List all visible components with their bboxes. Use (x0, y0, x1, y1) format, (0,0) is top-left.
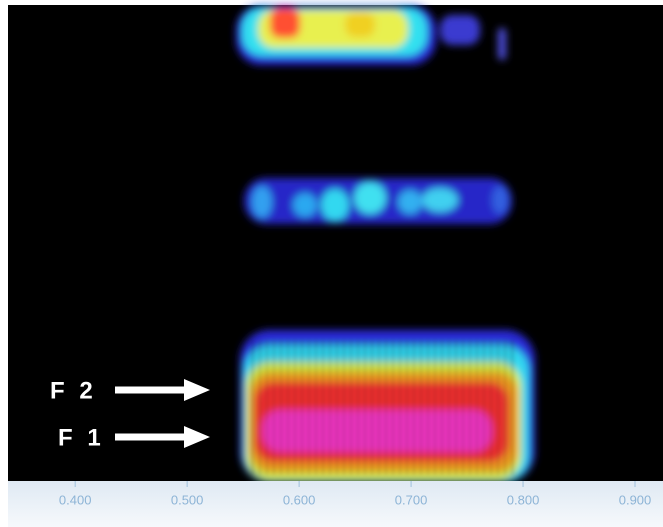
x-tick-label: 0.400 (59, 492, 92, 507)
x-tick-label: 0.900 (619, 492, 652, 507)
striation (357, 340, 359, 475)
striation (252, 340, 254, 475)
striation (462, 340, 464, 475)
striation (259, 340, 261, 475)
striation (308, 340, 310, 475)
striation (329, 340, 331, 475)
striation (301, 340, 303, 475)
striation (378, 340, 380, 475)
striation (504, 340, 506, 475)
striation (469, 340, 471, 475)
x-tick-label: 0.600 (283, 492, 316, 507)
striation (322, 340, 324, 475)
x-tick-label: 0.500 (171, 492, 204, 507)
x-tick-label: 0.800 (507, 492, 540, 507)
striation (490, 340, 492, 475)
striation (441, 340, 443, 475)
striation (294, 340, 296, 475)
striation (413, 340, 415, 475)
striation (371, 340, 373, 475)
striation (364, 340, 366, 475)
striation (427, 340, 429, 475)
striation (392, 340, 394, 475)
striation (287, 340, 289, 475)
striation (385, 340, 387, 475)
striation (420, 340, 422, 475)
striation (511, 340, 513, 475)
striation (266, 340, 268, 475)
striation (434, 340, 436, 475)
annotation: F 2 (50, 377, 97, 404)
striation (455, 340, 457, 475)
striation (448, 340, 450, 475)
striation (406, 340, 408, 475)
striation (273, 340, 275, 475)
striation (350, 340, 352, 475)
striation (280, 340, 282, 475)
striation (336, 340, 338, 475)
striation (399, 340, 401, 475)
striation (483, 340, 485, 475)
x-tick-label: 0.700 (395, 492, 428, 507)
striation (343, 340, 345, 475)
striation (497, 340, 499, 475)
x-axis (8, 481, 663, 527)
striation (315, 340, 317, 475)
annotation: F 1 (58, 424, 105, 451)
striation (476, 340, 478, 475)
formant-middle (244, 178, 512, 224)
spectrogram: F 2 F 1 0.400 0.500 0.600 0.700 0.800 0.900 (0, 0, 663, 527)
